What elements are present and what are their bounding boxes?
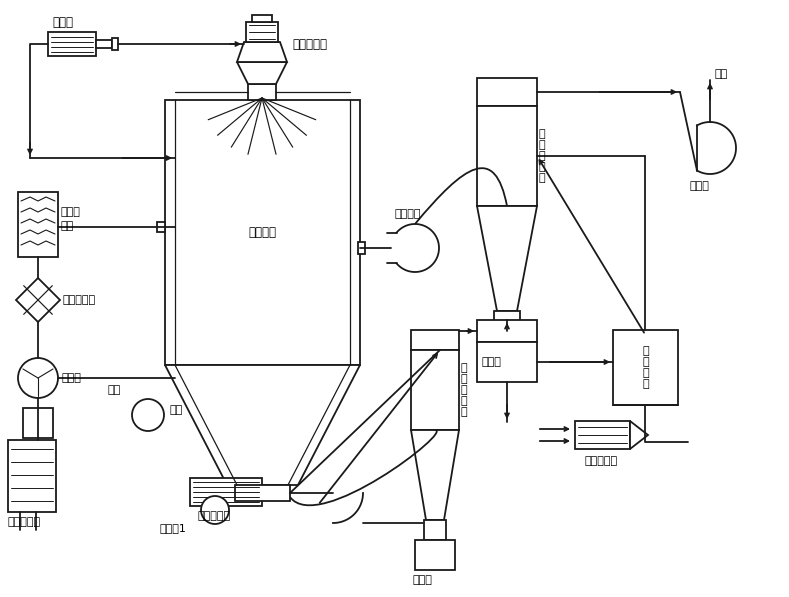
Bar [252,15,272,22]
Text: 回收风机: 回收风机 [395,209,421,219]
Bar [23,408,53,438]
Bar [477,78,537,106]
Text: 电加热: 电加热 [61,207,81,217]
Text: 空气过滤器: 空气过滤器 [585,456,618,466]
Bar [494,311,520,331]
Polygon shape [411,430,459,520]
Bar [18,192,58,257]
Bar [48,32,96,56]
Text: 旋流器: 旋流器 [482,357,502,367]
Circle shape [201,496,229,524]
Bar [96,40,112,48]
Polygon shape [630,421,648,449]
Bar [477,106,537,206]
Text: 收粉筒: 收粉筒 [413,575,433,585]
Bar [8,440,56,512]
Bar [165,100,360,365]
Text: 空气清扫器: 空气清扫器 [198,511,231,521]
Text: 离
风
分
离
器: 离 风 分 离 器 [461,364,468,417]
Circle shape [18,358,58,398]
Bar [235,485,290,501]
Bar [157,222,165,232]
Text: 干燥塔体: 干燥塔体 [249,226,276,239]
Circle shape [132,399,164,431]
Polygon shape [16,278,60,322]
Bar [248,84,276,100]
Text: 气锤: 气锤 [170,405,183,415]
Bar [190,478,262,506]
Text: 送风机1: 送风机1 [160,523,187,533]
Text: 尾气: 尾气 [715,69,728,79]
Text: 空气过滤器: 空气过滤器 [8,517,41,527]
Text: 离
风
分
离
器: 离 风 分 离 器 [539,130,546,183]
Bar [424,520,446,540]
Bar [575,421,630,449]
Text: 气泵: 气泵 [108,385,122,395]
Text: 高速雾化器: 高速雾化器 [292,38,327,51]
Polygon shape [237,42,287,62]
Text: 分
气
离
器: 分 气 离 器 [642,346,649,389]
Polygon shape [237,62,287,84]
Text: 抽风机: 抽风机 [690,181,710,191]
Bar [613,330,678,405]
Text: 蒸汽换热器: 蒸汽换热器 [63,295,96,305]
Bar [411,350,459,430]
Polygon shape [477,206,537,311]
Text: 气锤: 气锤 [61,221,74,231]
Bar [415,540,455,570]
Bar [411,330,459,350]
Bar [477,320,537,342]
Text: 送风机: 送风机 [62,373,82,383]
Bar [358,242,365,254]
Text: 螺杆泵: 螺杆泵 [52,16,73,29]
Polygon shape [165,365,360,485]
Bar [246,22,278,42]
Bar [112,38,118,50]
Bar [477,342,537,382]
